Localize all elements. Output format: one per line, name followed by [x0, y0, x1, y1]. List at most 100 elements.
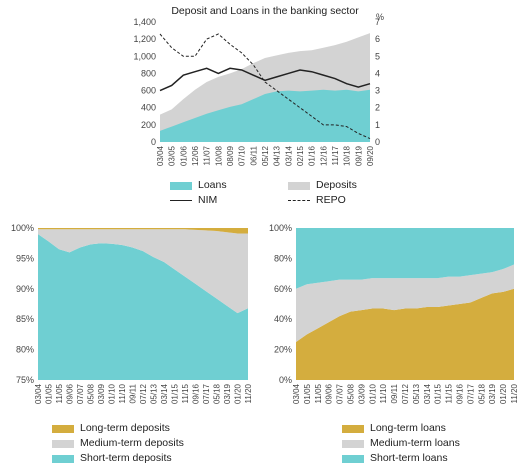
- x-tick-label: 01/15: [434, 383, 443, 404]
- x-tick-label: 11/15: [181, 383, 190, 403]
- y-tick-label: 95%: [16, 253, 34, 263]
- y-left-tick-label: 1,000: [133, 51, 156, 61]
- x-tick-label: 11/05: [314, 383, 323, 403]
- x-tick-label: 09/20: [366, 145, 375, 166]
- series-nim-line: [159, 67, 371, 92]
- y-tick-label: 75%: [16, 375, 34, 385]
- legend-label-nim: NIM: [198, 194, 218, 206]
- x-tick-label: 07/12: [401, 383, 410, 404]
- series-short-term-loans-area: [296, 228, 514, 289]
- y-right-tick-label: 3: [375, 86, 380, 96]
- legend-line-repo: [288, 200, 310, 201]
- x-tick-label: 03/14: [284, 145, 293, 166]
- chart-title: Deposit and Loans in the banking sector: [171, 5, 359, 17]
- x-tick-label: 08/09: [226, 145, 235, 166]
- chart-deposits-loans: Deposit and Loans in the banking sector%…: [133, 5, 384, 166]
- right-axis-unit: %: [376, 12, 384, 22]
- x-tick-label: 01/20: [499, 383, 508, 404]
- x-tick-label: 09/06: [66, 383, 75, 404]
- x-tick-label: 06/11: [249, 145, 258, 165]
- y-tick-label: 100%: [269, 223, 292, 233]
- x-tick-label: 11/07: [203, 145, 212, 165]
- x-tick-label: 02/15: [296, 145, 305, 166]
- x-tick-label: 11/20: [244, 383, 253, 403]
- x-tick-label: 11/10: [379, 383, 388, 403]
- x-tick-label: 09/11: [129, 383, 138, 403]
- x-tick-label: 05/12: [261, 145, 270, 166]
- y-tick-label: 40%: [274, 314, 292, 324]
- y-tick-label: 20%: [274, 345, 292, 355]
- legend-label-long-term-loans: Long-term loans: [370, 422, 446, 434]
- series-loans-area: [160, 89, 370, 142]
- x-tick-label: 05/13: [150, 383, 159, 404]
- x-tick-label: 07/12: [139, 383, 148, 404]
- y-left-tick-label: 800: [141, 68, 156, 78]
- x-tick-label: 05/08: [347, 383, 356, 404]
- series-short-term-deposits-area: [38, 234, 248, 380]
- series-medium-term-deposits-area: [38, 229, 248, 314]
- x-tick-label: 01/10: [368, 383, 377, 404]
- x-tick-label: 09/16: [192, 383, 201, 404]
- legend-top: Loans Deposits NIM REPO: [170, 178, 430, 208]
- legend-item-repo: REPO: [288, 193, 346, 208]
- legend-item-short-term-loans: Short-term loans: [342, 451, 460, 466]
- x-tick-label: 01/10: [108, 383, 117, 404]
- legend-label-repo: REPO: [316, 194, 346, 206]
- x-tick-label: 07/07: [336, 383, 345, 404]
- x-tick-label: 01/06: [179, 145, 188, 166]
- legend-item-medium-term-deposits: Medium-term deposits: [52, 436, 184, 451]
- legend-bl: Long-term deposits Medium-term deposits …: [52, 421, 184, 466]
- x-tick-label: 01/15: [171, 383, 180, 404]
- x-tick-label: 03/19: [488, 383, 497, 404]
- x-tick-label: 05/18: [477, 383, 486, 404]
- y-tick-label: 0%: [279, 375, 292, 385]
- y-left-tick-label: 0: [151, 137, 156, 147]
- legend-label-loans: Loans: [198, 179, 227, 191]
- x-tick-label: 03/04: [156, 145, 165, 166]
- legend-swatch-deposits: [288, 181, 310, 190]
- series-long-term-deposits-area: [38, 228, 248, 234]
- y-right-tick-label: 5: [375, 51, 380, 61]
- x-tick-label: 01/20: [234, 383, 243, 404]
- x-tick-label: 05/18: [213, 383, 222, 404]
- y-right-tick-label: 0: [375, 137, 380, 147]
- legend-swatch-short-term-loans: [342, 454, 364, 463]
- x-tick-label: 07/10: [238, 145, 247, 166]
- x-tick-label: 03/09: [357, 383, 366, 404]
- legend-label-medium-term-loans: Medium-term loans: [370, 437, 460, 449]
- series-medium-term-loans-area: [296, 264, 514, 342]
- y-tick-label: 100%: [11, 223, 34, 233]
- x-tick-label: 09/06: [325, 383, 334, 404]
- x-tick-label: 12/16: [319, 145, 328, 166]
- x-tick-label: 12/06: [191, 145, 200, 166]
- chart-loan-maturity: 0%20%40%60%80%100%03/04 01/05 11/05 09/06 07…: [269, 223, 519, 404]
- legend-label-short-term-loans: Short-term loans: [370, 452, 448, 464]
- y-left-tick-label: 1,200: [133, 34, 156, 44]
- legend-item-medium-term-loans: Medium-term loans: [342, 436, 460, 451]
- chart-deposit-maturity: 75%80%85%90%95%100%03/04 01/05 11/05 09/06 0…: [11, 223, 253, 404]
- legend-item-nim: NIM: [170, 193, 270, 208]
- x-tick-label: 03/14: [423, 383, 432, 404]
- x-tick-label: 09/11: [390, 383, 399, 403]
- x-tick-label: 07/07: [76, 383, 85, 404]
- legend-label-long-term-deposits: Long-term deposits: [80, 422, 170, 434]
- legend-swatch-medium-term-deposits: [52, 439, 74, 448]
- legend-swatch-long-term-deposits: [52, 424, 74, 433]
- x-tick-label: 07/17: [466, 383, 475, 404]
- x-tick-label: 11/17: [331, 145, 340, 165]
- legend-swatch-long-term-loans: [342, 424, 364, 433]
- x-tick-label: 01/05: [303, 383, 312, 404]
- x-tick-label: 03/05: [168, 145, 177, 166]
- x-tick-label: 03/14: [160, 383, 169, 404]
- legend-swatch-loans: [170, 181, 192, 190]
- legend-label-short-term-deposits: Short-term deposits: [80, 452, 172, 464]
- legend-swatch-medium-term-loans: [342, 439, 364, 448]
- x-tick-label: 09/19: [354, 145, 363, 166]
- legend-label-medium-term-deposits: Medium-term deposits: [80, 437, 184, 449]
- x-tick-label: 09/16: [456, 383, 465, 404]
- y-right-tick-label: 4: [375, 68, 380, 78]
- x-tick-label: 05/13: [412, 383, 421, 404]
- y-left-tick-label: 200: [141, 120, 156, 130]
- y-tick-label: 80%: [16, 345, 34, 355]
- y-tick-label: 60%: [274, 284, 292, 294]
